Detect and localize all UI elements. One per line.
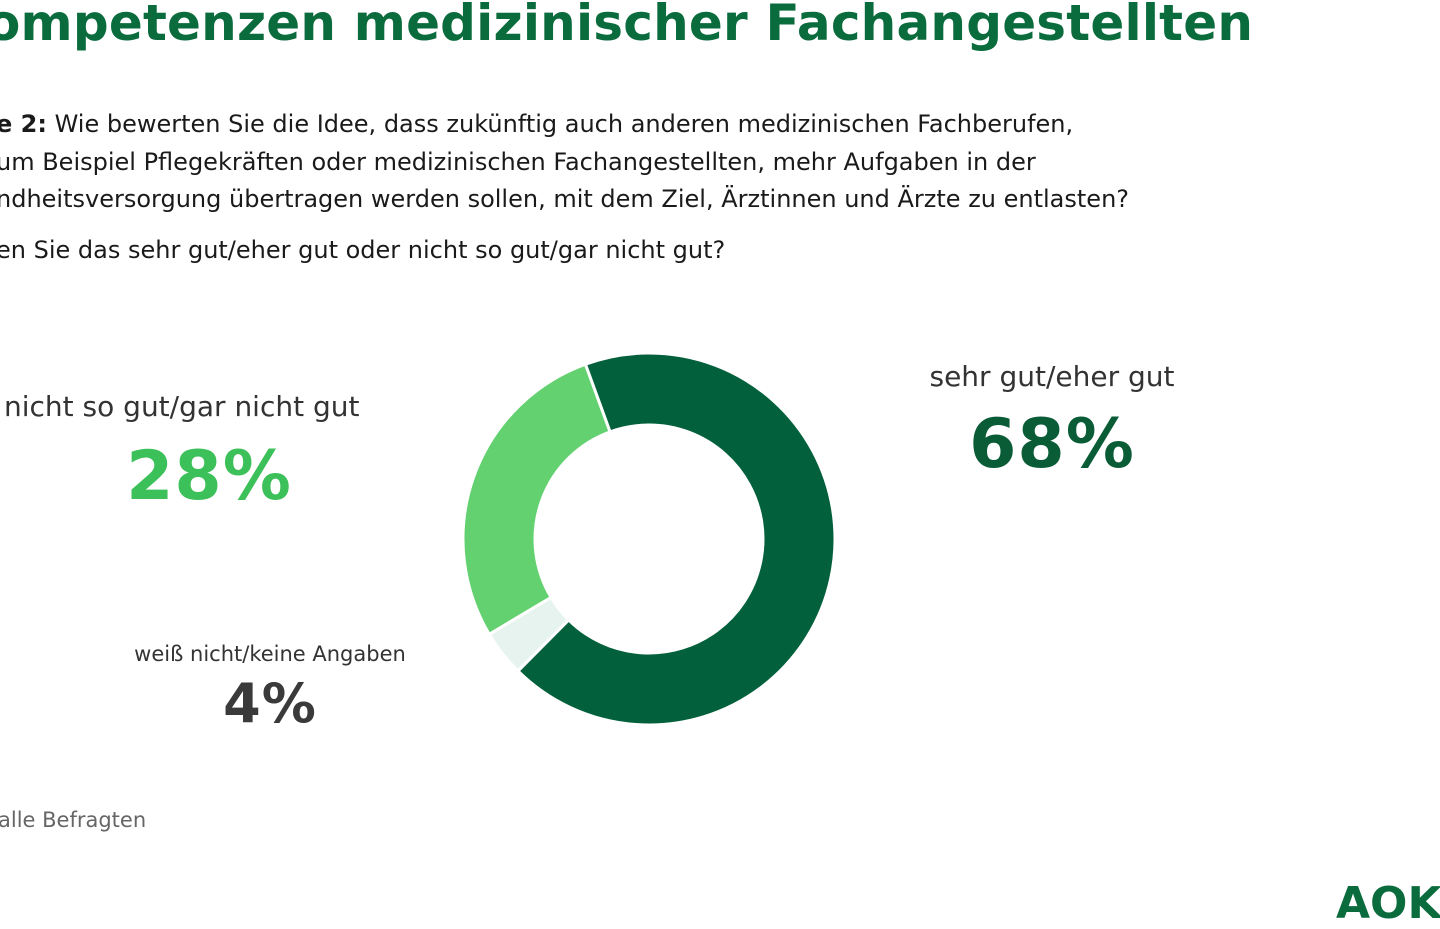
chart-title: ompetenzen medizinischer Fachangestellte… [0, 0, 1254, 52]
base-note: alle Befragten [0, 808, 147, 832]
label-negative: nicht so gut/gar nicht gut 28% [0, 390, 418, 516]
label-positive: sehr gut/eher gut 68% [910, 360, 1194, 484]
question-line-4: en Sie das sehr gut/eher gut oder nicht … [0, 235, 726, 264]
label-dont-know-name: weiß nicht/keine Angaben [134, 642, 406, 666]
label-negative-value: 28% [126, 437, 292, 516]
question-line-3: ndheitsversorgung übertragen werden soll… [0, 185, 1130, 213]
question-line-1: e 2: Wie bewerten Sie die Idee, dass zuk… [0, 106, 1416, 144]
label-negative-name: nicht so gut/gar nicht gut [4, 390, 360, 423]
label-positive-name: sehr gut/eher gut [929, 360, 1175, 393]
donut-chart [461, 351, 837, 727]
question-number: e 2: [0, 110, 47, 138]
aok-logo: AOK [1336, 878, 1440, 929]
label-positive-value: 68% [969, 405, 1135, 484]
question-line-2: um Beispiel Pflegekräften oder medizinis… [0, 147, 1036, 176]
question-line-1-text: Wie bewerten Sie die Idee, dass zukünfti… [54, 110, 1074, 138]
question-text: e 2: Wie bewerten Sie die Idee, dass zuk… [0, 106, 1416, 269]
donut-slice-2 [461, 362, 612, 637]
label-dont-know-value: 4% [223, 672, 317, 735]
donut-slice-0 [515, 351, 837, 727]
label-dont-know: weiß nicht/keine Angaben 4% [118, 642, 422, 735]
